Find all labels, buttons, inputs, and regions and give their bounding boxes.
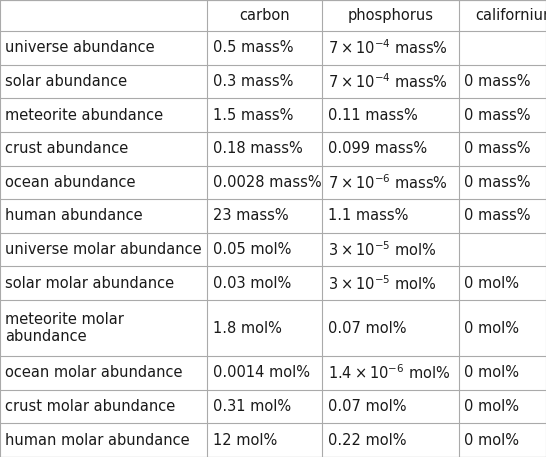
Text: 0.0014 mol%: 0.0014 mol%	[213, 366, 310, 381]
Bar	[0, 0, 546, 31]
Text: 12 mol%: 12 mol%	[213, 433, 277, 448]
Text: ocean abundance: ocean abundance	[5, 175, 136, 190]
Bar	[0, 98, 546, 132]
Bar	[0, 356, 546, 390]
Text: crust abundance: crust abundance	[5, 141, 129, 156]
Text: $7\times10^{-4}$ mass%: $7\times10^{-4}$ mass%	[328, 38, 447, 57]
Bar	[0, 390, 546, 423]
Bar	[0, 165, 546, 199]
Text: 0.31 mol%: 0.31 mol%	[213, 399, 291, 414]
Text: 0.5 mass%: 0.5 mass%	[213, 40, 293, 55]
Text: 0.05 mol%: 0.05 mol%	[213, 242, 292, 257]
Bar	[0, 132, 546, 165]
Text: 0.3 mass%: 0.3 mass%	[213, 74, 293, 89]
Text: 0 mass%: 0 mass%	[464, 208, 531, 223]
Text: universe molar abundance: universe molar abundance	[5, 242, 202, 257]
Text: 0.18 mass%: 0.18 mass%	[213, 141, 302, 156]
Text: $7\times10^{-6}$ mass%: $7\times10^{-6}$ mass%	[328, 173, 447, 191]
Text: crust molar abundance: crust molar abundance	[5, 399, 176, 414]
Text: 1.8 mol%: 1.8 mol%	[213, 320, 282, 335]
Bar	[0, 423, 546, 457]
Text: phosphorus: phosphorus	[347, 8, 434, 23]
Text: universe abundance: universe abundance	[5, 40, 155, 55]
Text: solar molar abundance: solar molar abundance	[5, 276, 175, 291]
Text: 0.22 mol%: 0.22 mol%	[328, 433, 406, 448]
Bar	[0, 199, 546, 233]
Text: $3\times10^{-5}$ mol%: $3\times10^{-5}$ mol%	[328, 240, 436, 259]
Text: 0 mol%: 0 mol%	[464, 433, 519, 448]
Text: 0 mol%: 0 mol%	[464, 399, 519, 414]
Text: 0.07 mol%: 0.07 mol%	[328, 320, 406, 335]
Text: 0.0028 mass%: 0.0028 mass%	[213, 175, 322, 190]
Text: $1.4\times10^{-6}$ mol%: $1.4\times10^{-6}$ mol%	[328, 364, 450, 383]
Text: 23 mass%: 23 mass%	[213, 208, 289, 223]
Text: 0 mol%: 0 mol%	[464, 320, 519, 335]
Text: $3\times10^{-5}$ mol%: $3\times10^{-5}$ mol%	[328, 274, 436, 292]
Text: 0.099 mass%: 0.099 mass%	[328, 141, 427, 156]
Text: 0.03 mol%: 0.03 mol%	[213, 276, 291, 291]
Text: 1.5 mass%: 1.5 mass%	[213, 107, 293, 122]
Text: 0.11 mass%: 0.11 mass%	[328, 107, 417, 122]
Text: 0 mol%: 0 mol%	[464, 276, 519, 291]
Text: 0 mol%: 0 mol%	[464, 366, 519, 381]
Bar	[0, 31, 546, 65]
Bar	[0, 266, 546, 300]
Bar	[0, 65, 546, 98]
Text: californium: californium	[475, 8, 546, 23]
Text: meteorite abundance: meteorite abundance	[5, 107, 164, 122]
Text: human molar abundance: human molar abundance	[5, 433, 190, 448]
Text: 0 mass%: 0 mass%	[464, 141, 531, 156]
Text: 0 mass%: 0 mass%	[464, 107, 531, 122]
Text: solar abundance: solar abundance	[5, 74, 128, 89]
Text: 1.1 mass%: 1.1 mass%	[328, 208, 408, 223]
Text: ocean molar abundance: ocean molar abundance	[5, 366, 183, 381]
Text: $7\times10^{-4}$ mass%: $7\times10^{-4}$ mass%	[328, 72, 447, 91]
Text: carbon: carbon	[240, 8, 290, 23]
Text: 0 mass%: 0 mass%	[464, 175, 531, 190]
Text: meteorite molar
abundance: meteorite molar abundance	[5, 312, 124, 344]
Bar	[0, 233, 546, 266]
Text: 0 mass%: 0 mass%	[464, 74, 531, 89]
Bar	[0, 300, 546, 356]
Text: human abundance: human abundance	[5, 208, 143, 223]
Text: 0.07 mol%: 0.07 mol%	[328, 399, 406, 414]
